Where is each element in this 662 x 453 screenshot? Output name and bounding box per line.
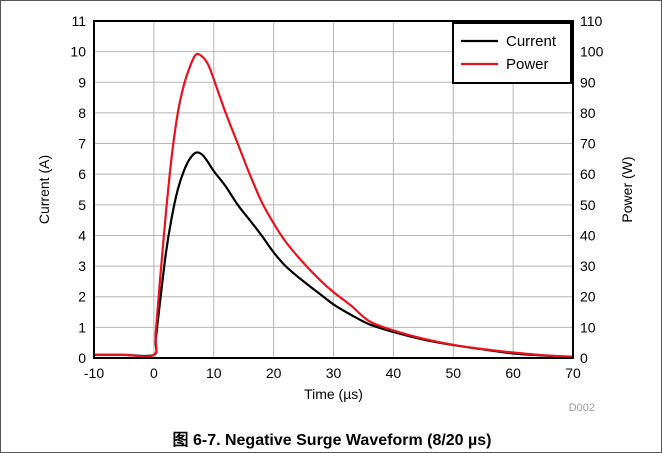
series-line-power [94, 52, 574, 358]
y-tick-label-right-9: 90 [580, 74, 596, 90]
x-axis-label: Time (µs) [304, 386, 363, 402]
y-tick-label-right-5: 50 [580, 197, 596, 213]
y-tick-label-left-2: 2 [78, 289, 86, 305]
x-tick-label-6: 50 [445, 365, 461, 381]
x-tick-label-2: 10 [206, 365, 222, 381]
y-tick-label-left-8: 8 [78, 105, 86, 121]
y-axis-label-left: Current (A) [36, 155, 52, 224]
y-tick-label-right-4: 40 [580, 227, 596, 243]
y-tick-label-left-6: 6 [78, 166, 86, 182]
figure-caption: 图 6-7. Negative Surge Waveform (8/20 µs) [172, 432, 492, 449]
x-tick-label-4: 30 [326, 365, 342, 381]
series-layer [94, 52, 574, 358]
y-tick-label-right-1: 10 [580, 319, 596, 335]
plot-area-border [93, 20, 574, 359]
y-tick-label-left-3: 3 [78, 258, 86, 274]
legend-label-power: Power [506, 56, 549, 73]
y-tick-label-right-3: 30 [580, 258, 596, 274]
x-tick-label-0: -10 [84, 365, 104, 381]
tick-labels: -10 0 10 20 30 40 50 60 700123456789101101020304… [70, 13, 603, 381]
y-tick-label-left-5: 5 [78, 197, 86, 213]
figure-code: D002 [568, 402, 595, 414]
y-tick-label-right-7: 70 [580, 136, 596, 152]
y-tick-label-right-0: 0 [580, 350, 588, 366]
y-tick-label-left-10: 10 [70, 44, 86, 60]
y-tick-label-right-11: 110 [580, 13, 603, 29]
y-tick-label-left-11: 11 [71, 13, 86, 29]
surge-waveform-chart: -10 0 10 20 30 40 50 60 700123456789101101020304… [36, 13, 635, 402]
y-tick-label-left-7: 7 [78, 136, 86, 152]
y-tick-label-right-6: 60 [580, 166, 596, 182]
x-tick-label-3: 20 [266, 365, 282, 381]
legend: Current Power [452, 22, 572, 84]
y-tick-label-left-9: 9 [78, 74, 86, 90]
y-tick-label-right-8: 80 [580, 105, 596, 121]
y-tick-label-right-10: 100 [580, 44, 604, 60]
y-tick-label-left-1: 1 [78, 319, 86, 335]
y-tick-label-left-0: 0 [78, 350, 86, 366]
legend-label-current: Current [506, 33, 557, 50]
x-tick-label-5: 40 [386, 365, 402, 381]
y-tick-label-left-4: 4 [78, 227, 86, 243]
y-axis-label-right: Power (W) [619, 156, 635, 222]
x-tick-label-7: 60 [505, 365, 521, 381]
y-tick-label-right-2: 20 [580, 289, 596, 305]
x-tick-label-8: 70 [565, 365, 581, 381]
legend-box [452, 22, 572, 84]
x-tick-label-1: 0 [150, 365, 158, 381]
